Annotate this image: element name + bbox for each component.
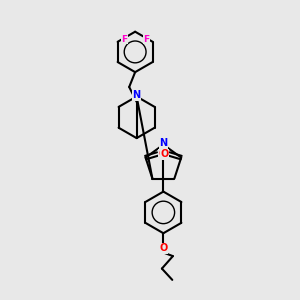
Text: O: O bbox=[160, 149, 169, 159]
Text: O: O bbox=[159, 243, 167, 253]
Text: O: O bbox=[158, 149, 166, 159]
Text: F: F bbox=[143, 35, 149, 44]
Text: F: F bbox=[121, 35, 127, 44]
Text: N: N bbox=[159, 139, 167, 148]
Text: N: N bbox=[133, 90, 141, 100]
